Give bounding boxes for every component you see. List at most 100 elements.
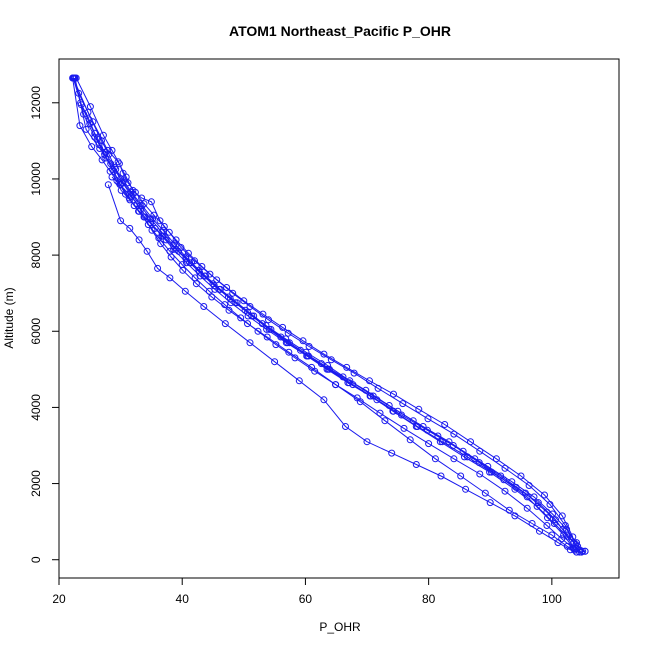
data-point: [117, 217, 125, 225]
data-point: [150, 211, 158, 219]
data-point: [543, 522, 551, 529]
data-point: [125, 190, 133, 198]
data-point: [388, 449, 396, 457]
data-point: [211, 285, 219, 293]
data-point: [424, 415, 432, 423]
x-tick-label: 40: [176, 592, 190, 606]
data-point: [332, 381, 340, 389]
data-point: [320, 396, 328, 404]
y-axis-label: Altitude (m): [2, 287, 16, 348]
data-point: [548, 531, 556, 539]
data-point: [342, 423, 349, 430]
data-point: [544, 514, 551, 522]
y-tick-label: 0: [29, 556, 43, 563]
data-point: [140, 200, 148, 208]
series-6: [75, 89, 577, 541]
data-point: [198, 263, 206, 270]
data-point: [96, 145, 104, 152]
data-point: [339, 373, 347, 381]
data-point: [184, 249, 192, 257]
data-point: [86, 103, 94, 111]
data-point: [208, 293, 216, 301]
data-point: [356, 398, 364, 406]
data-point: [523, 504, 531, 512]
data-point: [107, 160, 115, 168]
series-line: [75, 77, 577, 545]
data-point: [437, 472, 445, 480]
data-point: [115, 160, 123, 168]
y-tick-label: 6000: [29, 318, 43, 345]
data-point: [373, 396, 381, 404]
data-point: [227, 299, 235, 307]
data-point: [246, 303, 254, 310]
data-point: [183, 259, 190, 267]
data-point: [143, 247, 151, 255]
data-point: [192, 280, 200, 288]
data-point: [326, 365, 333, 373]
data-point: [263, 325, 271, 333]
data-point: [415, 405, 423, 413]
data-point: [82, 125, 90, 133]
data-point: [349, 381, 357, 389]
x-tick-label: 60: [299, 592, 313, 606]
data-point: [213, 276, 221, 284]
y-tick-label: 8000: [29, 241, 43, 268]
data-point: [381, 417, 389, 425]
x-tick-label: 80: [422, 592, 436, 606]
data-point: [431, 455, 439, 463]
data-point: [374, 384, 382, 392]
data-point: [191, 257, 198, 265]
data-point: [406, 436, 414, 444]
x-tick-label: 20: [52, 592, 66, 606]
data-point: [271, 358, 279, 366]
chart-title: ATOM1 Northeast_Pacific P_OHR: [229, 23, 451, 39]
data-point: [165, 228, 173, 236]
data-point: [481, 489, 489, 497]
data-point: [546, 501, 554, 508]
data-point: [246, 339, 254, 347]
data-point: [196, 272, 204, 280]
data-point: [295, 377, 303, 385]
data-point: [254, 327, 262, 335]
data-point: [105, 150, 113, 158]
data-point: [285, 348, 293, 356]
data-point: [147, 198, 155, 206]
data-point: [282, 339, 290, 347]
data-point: [449, 442, 457, 449]
data-point: [459, 447, 467, 455]
data-point: [76, 122, 84, 130]
data-point: [263, 333, 271, 341]
data-point: [476, 470, 484, 478]
data-point: [104, 181, 112, 189]
data-point: [492, 455, 500, 463]
data-point: [303, 352, 311, 360]
x-axis: 20 40 60 80 100: [52, 577, 562, 606]
data-point: [181, 287, 189, 295]
data-point: [412, 461, 420, 468]
data-point: [390, 390, 397, 398]
y-tick-label: 2000: [29, 470, 43, 497]
data-point: [400, 424, 408, 432]
data-point: [363, 438, 371, 446]
data-point: [525, 482, 533, 489]
data-point: [505, 506, 513, 514]
data-point: [457, 472, 465, 480]
data-point: [88, 143, 96, 151]
data-point: [573, 548, 580, 556]
data-point: [423, 426, 431, 434]
series-2: [70, 74, 585, 556]
data-point: [558, 512, 566, 520]
y-axis: 0 2000 4000 6000 8000 10000 12000: [29, 86, 60, 563]
series-7: [72, 74, 580, 548]
data-point: [104, 146, 112, 154]
data-point: [450, 430, 458, 438]
data-point: [200, 303, 208, 310]
data-point: [327, 356, 335, 364]
data-point: [475, 459, 483, 467]
x-tick-label: 100: [542, 592, 562, 606]
series-line: [78, 93, 574, 538]
data-point: [462, 485, 470, 493]
data-point: [98, 137, 105, 145]
data-point: [500, 476, 508, 484]
